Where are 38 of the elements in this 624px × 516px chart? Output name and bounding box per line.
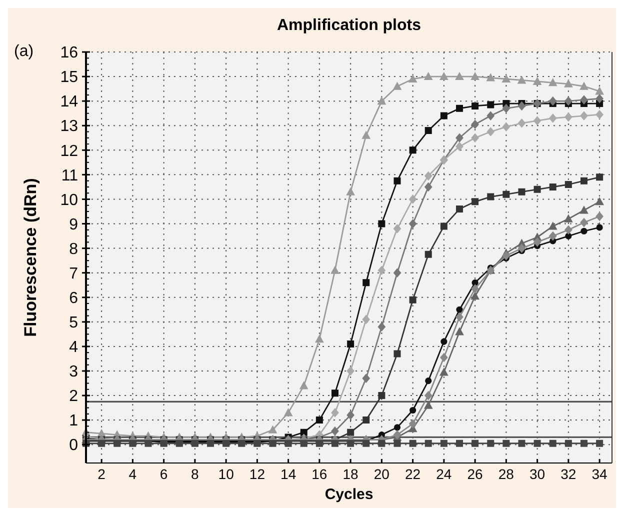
x-tick-label: 16 (312, 466, 328, 482)
y-tick-label: 10 (60, 192, 78, 209)
y-tick-label: 14 (60, 94, 78, 111)
x-tick-label: 32 (560, 466, 576, 482)
x-tick-label: 14 (280, 466, 296, 482)
y-tick-label: 7 (69, 265, 78, 282)
y-tick-label: 12 (60, 142, 78, 160)
chart-title: Amplification plots (277, 17, 422, 34)
x-tick-label: 28 (498, 466, 514, 482)
x-tick-label: 12 (249, 466, 266, 482)
x-tick-label: 22 (405, 466, 421, 482)
x-tick-label: 34 (592, 466, 608, 482)
y-tick-label: 13 (60, 118, 78, 136)
y-axis-title: Fluorescence (dRn) (21, 178, 40, 337)
x-tick-label: 6 (160, 466, 168, 482)
y-tick-label: 5 (69, 314, 78, 332)
y-tick-label: 16 (60, 44, 78, 62)
y-tick-label: 0 (69, 437, 78, 454)
x-tick-label: 24 (436, 466, 452, 482)
y-tick-label: 11 (61, 167, 78, 184)
x-tick-label: 26 (467, 466, 484, 482)
x-tick-label: 10 (218, 466, 234, 482)
x-tick-label: 2 (98, 466, 106, 482)
y-tick-label: 2 (69, 388, 78, 406)
y-tick-label: 4 (69, 339, 78, 356)
y-tick-label: 3 (69, 364, 78, 381)
y-tick-label: 6 (69, 290, 78, 307)
x-tick-label: 8 (191, 466, 200, 482)
x-tick-label: 4 (128, 466, 137, 482)
x-tick-label: 30 (530, 466, 546, 482)
y-tick-label: 15 (60, 69, 78, 86)
y-tick-label: 8 (69, 240, 78, 258)
x-tick-label: 18 (342, 466, 359, 482)
y-tick-label: 1 (69, 412, 78, 430)
y-tick-label: 9 (69, 216, 78, 234)
x-tick-label: 20 (374, 466, 390, 482)
text: (a) (14, 43, 34, 60)
x-axis-title: Cycles (324, 486, 374, 503)
